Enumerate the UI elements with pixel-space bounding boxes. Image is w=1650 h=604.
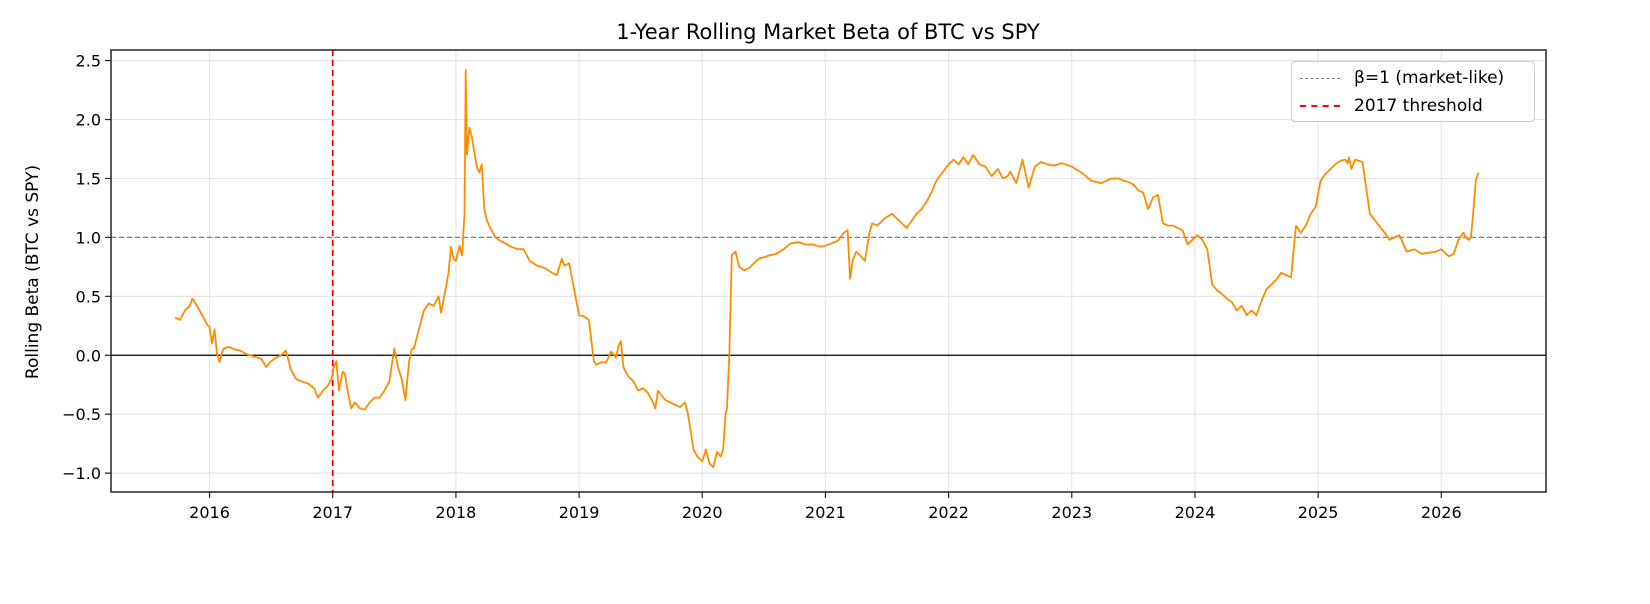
rolling-beta-series-line <box>174 69 1480 469</box>
chart-title: 1-Year Rolling Market Beta of BTC vs SPY <box>616 20 1040 44</box>
legend-label: β=1 (market-like) <box>1354 68 1505 88</box>
plot-frame <box>110 49 1547 493</box>
y-axis-label: Rolling Beta (BTC vs SPY) <box>23 165 43 379</box>
y-tick-label: 1.0 <box>76 228 101 247</box>
x-tick-label: 2022 <box>928 503 969 522</box>
legend-red-dashed-line-icon <box>1300 105 1340 107</box>
grid-lines <box>111 50 1546 492</box>
chart-legend: β=1 (market-like) 2017 threshold <box>1291 61 1535 122</box>
y-tick-label: −0.5 <box>62 405 101 424</box>
y-tick-label: 2.0 <box>76 111 101 130</box>
data-series <box>174 69 1480 469</box>
x-tick-label: 2026 <box>1421 503 1462 522</box>
y-tick-label: −1.0 <box>62 464 101 483</box>
x-tick-label: 2020 <box>682 503 723 522</box>
x-tick-label: 2021 <box>805 503 846 522</box>
x-tick-label: 2025 <box>1298 503 1339 522</box>
x-tick-label: 2019 <box>559 503 600 522</box>
y-axis-ticks: 2.5 2.0 1.5 1.0 0.5 0.0 −0.5 −1.0 <box>62 52 111 483</box>
y-tick-label: 0.5 <box>76 287 101 306</box>
x-tick-label: 2018 <box>436 503 477 522</box>
legend-item-2017-threshold: 2017 threshold <box>1300 96 1483 116</box>
y-tick-label: 2.5 <box>76 52 101 71</box>
reference-lines <box>111 50 1546 492</box>
legend-item-beta-one: β=1 (market-like) <box>1300 68 1504 88</box>
legend-gray-dashed-line-icon <box>1300 77 1340 79</box>
x-axis-ticks: 2016 2017 2018 2019 2020 2021 2022 2023 2024 2025… <box>189 492 1462 522</box>
x-tick-label: 2017 <box>312 503 353 522</box>
y-tick-label: 0.0 <box>76 346 101 365</box>
legend-label: 2017 threshold <box>1354 96 1483 116</box>
x-tick-label: 2023 <box>1051 503 1092 522</box>
x-tick-label: 2016 <box>189 503 230 522</box>
x-tick-label: 2024 <box>1175 503 1216 522</box>
y-tick-label: 1.5 <box>76 169 101 188</box>
